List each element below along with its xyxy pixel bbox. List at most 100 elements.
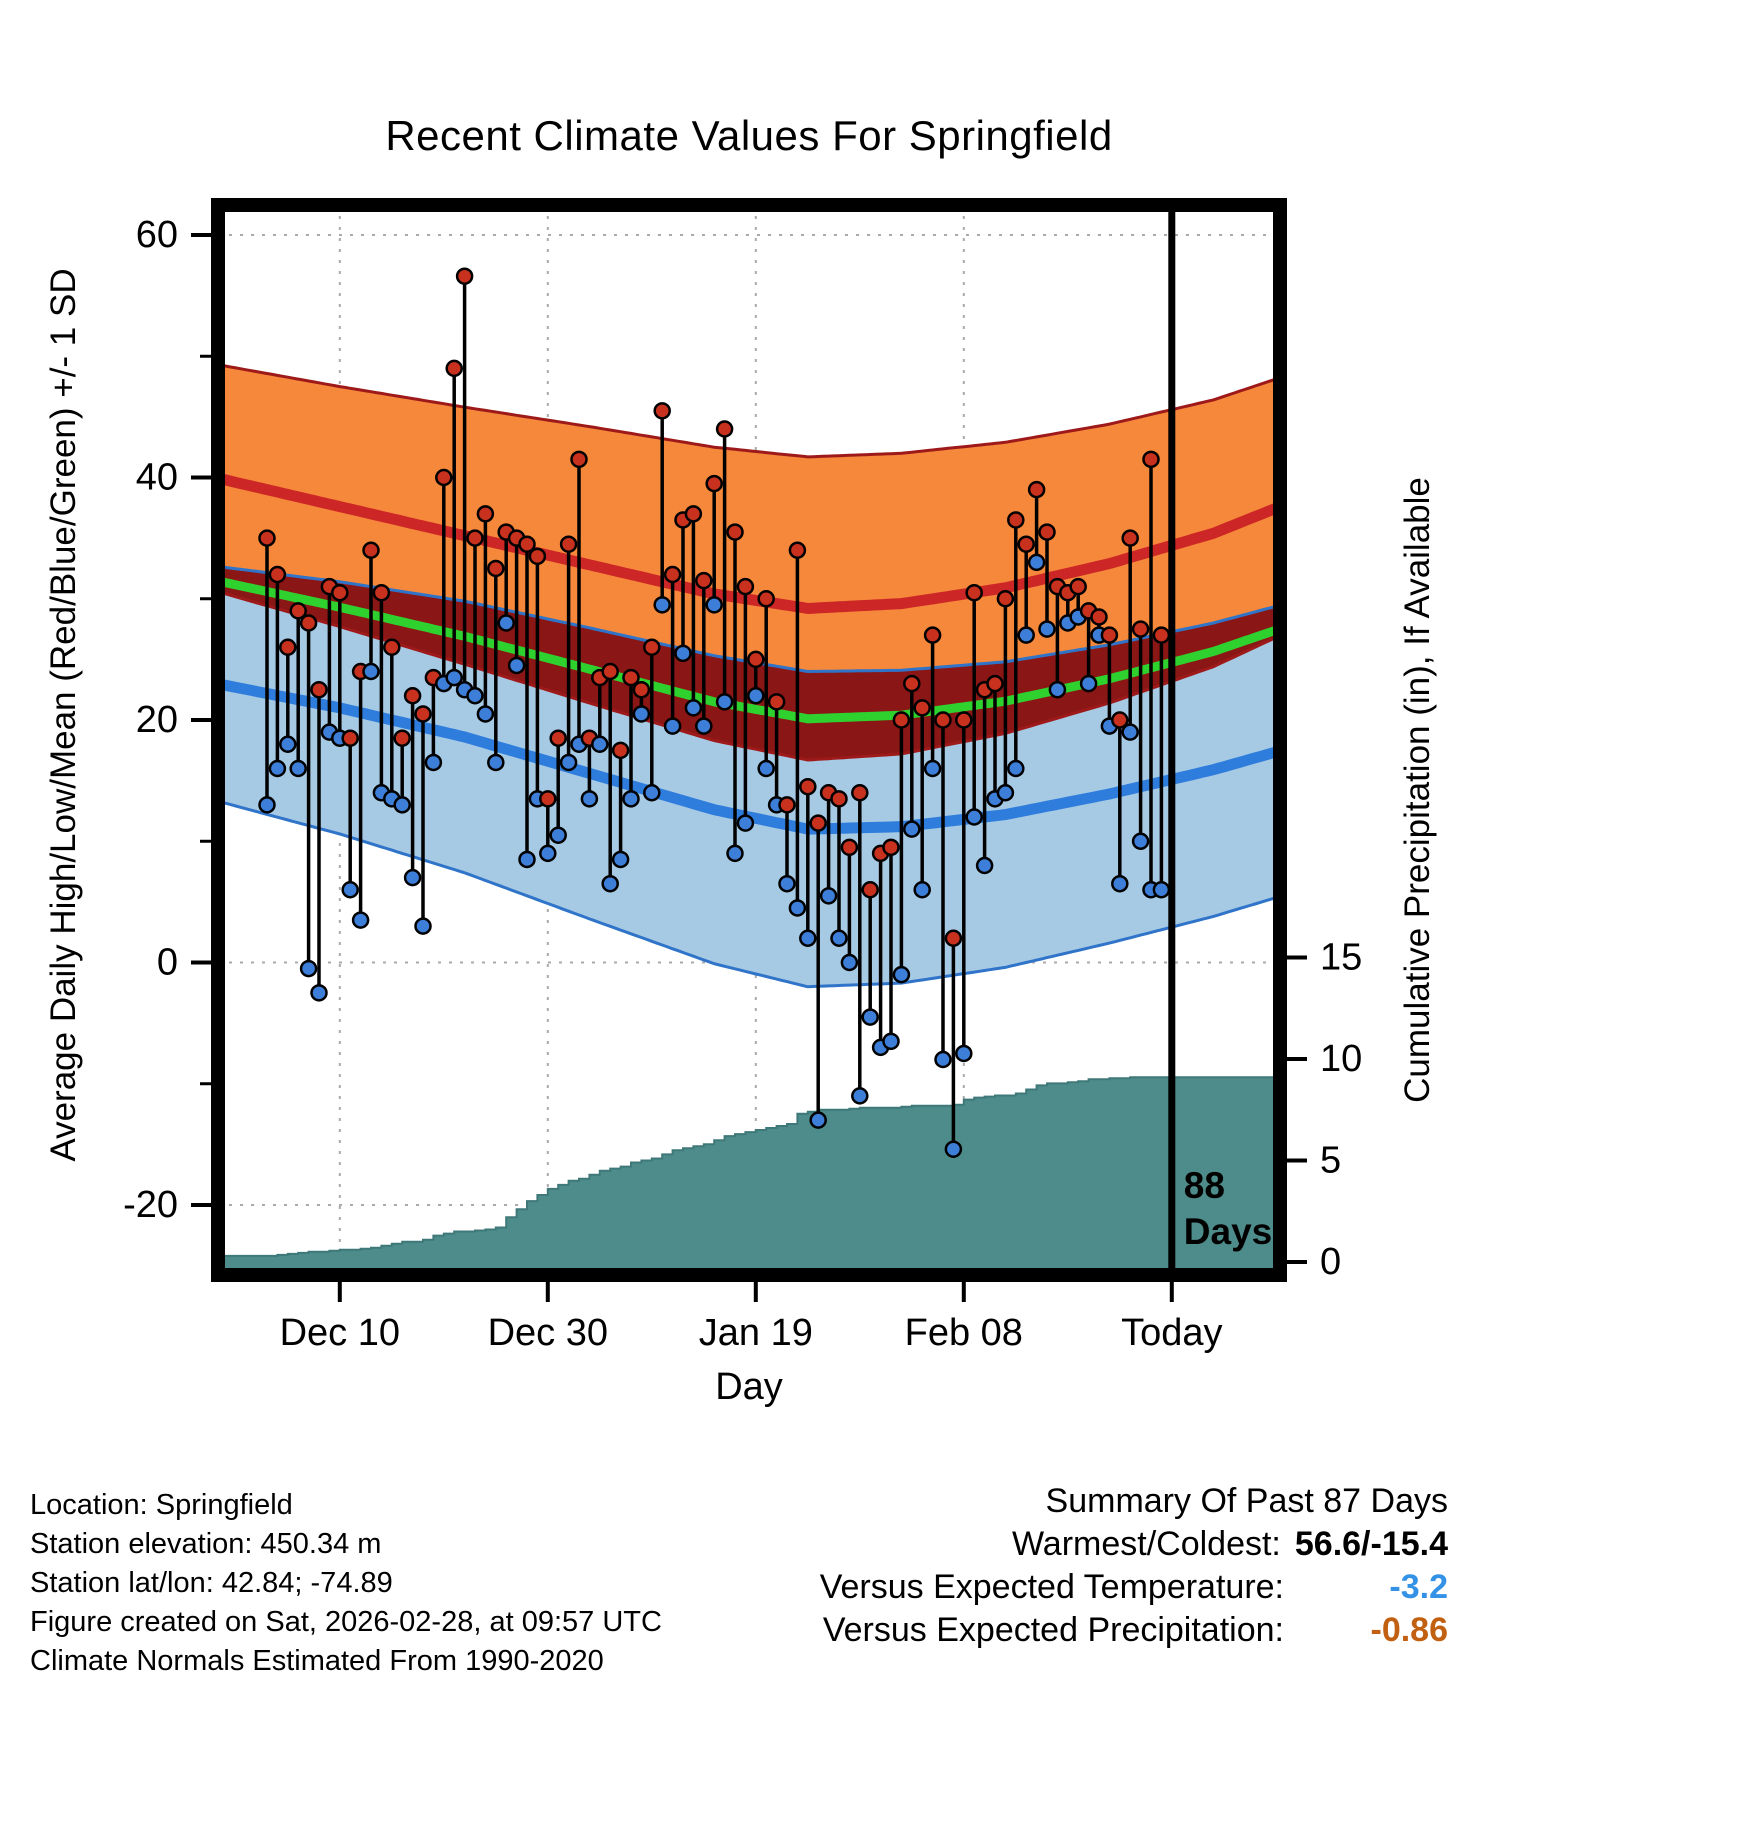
daily-low-dot bbox=[518, 850, 536, 869]
daily-low-dot bbox=[1017, 626, 1035, 644]
daily-low-dot bbox=[611, 850, 630, 869]
daily-high-dot bbox=[435, 468, 453, 487]
daily-low-dot bbox=[934, 1050, 952, 1069]
daily-low-dot bbox=[861, 1008, 879, 1026]
daily-low-dot bbox=[289, 759, 307, 778]
daily-low-dot bbox=[736, 814, 755, 832]
daily-high-dot bbox=[882, 838, 900, 857]
daily-high-dot bbox=[861, 881, 879, 899]
daily-low-dot bbox=[695, 717, 713, 735]
daily-high-dot bbox=[788, 541, 807, 559]
daily-high-dot bbox=[653, 402, 671, 420]
daily-low-dot bbox=[788, 899, 807, 917]
daily-low-dot bbox=[362, 662, 380, 681]
vs-temperature-label: Versus Expected Temperature: bbox=[819, 1568, 1284, 1606]
daily-low-dot bbox=[726, 844, 744, 863]
daily-high-dot bbox=[747, 650, 765, 669]
temp-tick-label: 20 bbox=[136, 699, 178, 741]
today-days-count-label: 88 bbox=[1184, 1165, 1225, 1206]
daily-low-dot bbox=[507, 656, 526, 675]
warmest-coldest-label: Warmest/Coldest: bbox=[1011, 1525, 1281, 1563]
daily-high-dot bbox=[414, 705, 432, 723]
daily-high-dot bbox=[892, 711, 911, 729]
daily-low-dot bbox=[1131, 832, 1150, 850]
daily-low-dot bbox=[674, 644, 692, 663]
right-axis-label: Cumulative Precipitation (in), If Availa… bbox=[1398, 477, 1437, 1103]
daily-low-dot bbox=[1079, 674, 1098, 693]
today-days-count-label: Days bbox=[1184, 1211, 1272, 1252]
daily-high-dot bbox=[923, 626, 942, 644]
daily-high-dot bbox=[258, 529, 276, 547]
vs-precipitation-label: Versus Expected Precipitation: bbox=[822, 1611, 1284, 1649]
warmest-coldest-row: Warmest/Coldest: 56.6/-15.4 bbox=[820, 1523, 1448, 1566]
daily-low-dot bbox=[549, 826, 567, 844]
daily-high-dot bbox=[809, 814, 827, 832]
daily-low-dot bbox=[799, 929, 817, 947]
daily-high-dot bbox=[684, 505, 703, 523]
daily-low-dot bbox=[653, 596, 671, 614]
daily-low-dot bbox=[840, 953, 859, 972]
daily-low-dot bbox=[903, 820, 921, 838]
precip-tick-label: 5 bbox=[1320, 1140, 1341, 1182]
daily-high-dot bbox=[341, 729, 359, 747]
daily-low-dot bbox=[705, 596, 723, 614]
daily-high-dot bbox=[632, 680, 651, 699]
daily-low-dot bbox=[258, 796, 276, 814]
x-axis-label: Day bbox=[715, 1366, 783, 1408]
x-tick-label: Jan 19 bbox=[699, 1312, 813, 1354]
daily-high-dot bbox=[549, 729, 567, 747]
daily-low-dot bbox=[310, 984, 328, 1002]
daily-low-dot bbox=[1111, 874, 1129, 893]
daily-low-dot bbox=[268, 759, 287, 778]
daily-low-dot bbox=[1038, 620, 1056, 638]
high-band-top-edge bbox=[218, 363, 1280, 459]
daily-high-dot bbox=[445, 359, 463, 378]
daily-high-dot bbox=[913, 699, 931, 717]
daily-high-dot bbox=[268, 565, 287, 584]
daily-low-dot bbox=[424, 753, 443, 772]
daily-low-dot bbox=[1027, 553, 1046, 572]
daily-high-dot bbox=[726, 523, 744, 541]
daily-high-dot bbox=[528, 547, 547, 566]
vs-temperature-value: -3.2 bbox=[1389, 1568, 1448, 1606]
daily-high-dot bbox=[695, 571, 713, 590]
daily-low-dot bbox=[1121, 723, 1139, 741]
daily-low-dot bbox=[539, 844, 557, 863]
daily-high-dot bbox=[1038, 523, 1056, 541]
x-tick-label: Dec 30 bbox=[488, 1312, 608, 1354]
daily-low-dot bbox=[643, 784, 661, 802]
daily-low-dot bbox=[1152, 881, 1171, 899]
daily-high-dot bbox=[1142, 450, 1160, 469]
normals-note: Climate Normals Estimated From 1990-2020 bbox=[30, 1645, 604, 1677]
station-info: Location: Springfield Station elevation:… bbox=[30, 1486, 662, 1681]
daily-high-dot bbox=[1090, 608, 1108, 626]
daily-low-dot bbox=[466, 687, 484, 705]
daily-low-dot bbox=[882, 1032, 900, 1051]
daily-high-dot bbox=[955, 711, 973, 729]
temp-tick-label: 0 bbox=[157, 942, 178, 984]
daily-low-dot bbox=[341, 881, 359, 899]
daily-low-dot bbox=[913, 881, 931, 899]
daily-high-dot bbox=[1100, 626, 1119, 644]
warmest-coldest-value: 56.6/-15.4 bbox=[1294, 1525, 1448, 1563]
station-elevation: Station elevation: 450.34 m bbox=[30, 1528, 382, 1560]
daily-low-dot bbox=[622, 790, 640, 808]
daily-low-dot bbox=[819, 887, 838, 905]
temp-tick-label: 40 bbox=[136, 457, 178, 499]
daily-low-dot bbox=[975, 856, 994, 875]
daily-high-dot bbox=[393, 729, 411, 747]
daily-high-dot bbox=[1152, 626, 1171, 644]
summary-block: Summary Of Past 87 Days Warmest/Coldest:… bbox=[820, 1480, 1448, 1652]
daily-high-dot bbox=[705, 474, 723, 493]
axis-ticks: 60 40 20 0 -20 15 10 5 0 Dec 10 Dec 30 Jan 19 Feb 08… bbox=[123, 214, 1362, 1354]
daily-high-dot bbox=[757, 590, 775, 608]
daily-low-dot bbox=[809, 1111, 827, 1129]
daily-high-dot bbox=[663, 565, 682, 584]
daily-high-dot bbox=[736, 577, 755, 596]
daily-low-dot bbox=[747, 687, 765, 705]
vs-temperature-row: Versus Expected Temperature: -3.2 bbox=[820, 1566, 1448, 1609]
daily-low-dot bbox=[996, 784, 1015, 802]
daily-low-dot bbox=[757, 759, 775, 778]
daily-high-dot bbox=[1017, 535, 1035, 553]
